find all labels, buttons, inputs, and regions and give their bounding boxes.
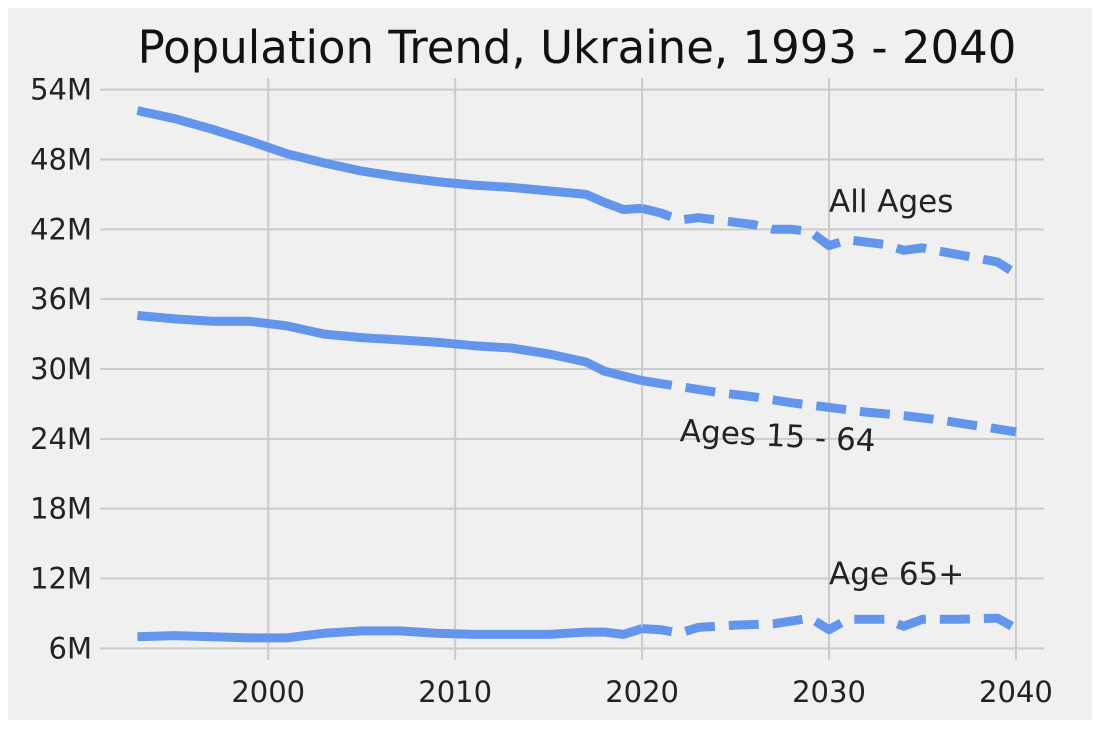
- series-1-historical-line: [136, 311, 644, 385]
- tick-layer: 6M 12M 18M 24M 30M 36M 42M 48M 54M 2000 2010 2020 20…: [30, 73, 1053, 709]
- y-tick-label: 18M: [30, 492, 92, 526]
- x-tick-label: 2020: [605, 675, 679, 709]
- series-2-projected-line: [641, 613, 1019, 638]
- y-tick-label: 24M: [30, 422, 92, 456]
- y-tick-label: 30M: [30, 352, 92, 386]
- x-tick-label: 2010: [418, 675, 492, 709]
- y-tick-label: 42M: [30, 212, 92, 246]
- grid-layer: [100, 78, 1044, 660]
- series-annotation: Ages 15 - 64: [679, 413, 876, 459]
- y-tick-label: 48M: [30, 142, 92, 176]
- chart-svg: All Ages Ages 15 - 64 Age 65+ 6M 12M 18M 24M 3…: [30, 21, 1053, 709]
- y-tick-label: 12M: [30, 562, 92, 596]
- series-annotation: All Ages: [829, 184, 953, 220]
- series-0-historical-line: [136, 106, 643, 214]
- chart-area: All Ages Ages 15 - 64 Age 65+ 6M 12M 18M 24M 3…: [8, 8, 1092, 720]
- series-2-historical-line: [137, 624, 644, 643]
- y-tick-label: 36M: [30, 282, 92, 316]
- x-tick-label: 2030: [792, 675, 866, 709]
- series-layer: [136, 106, 1019, 643]
- annotation-layer: All Ages Ages 15 - 64 Age 65+: [679, 184, 964, 592]
- series-0-projected-line: [641, 204, 1019, 278]
- x-tick-label: 2000: [231, 675, 305, 709]
- y-tick-label: 54M: [30, 73, 92, 107]
- series-1-projected-line: [641, 376, 1017, 437]
- series-annotation: Age 65+: [829, 556, 964, 592]
- chart-title: Population Trend, Ukraine, 1993 - 2040: [138, 21, 1017, 74]
- y-tick-label: 6M: [49, 631, 92, 665]
- x-tick-label: 2040: [979, 675, 1053, 709]
